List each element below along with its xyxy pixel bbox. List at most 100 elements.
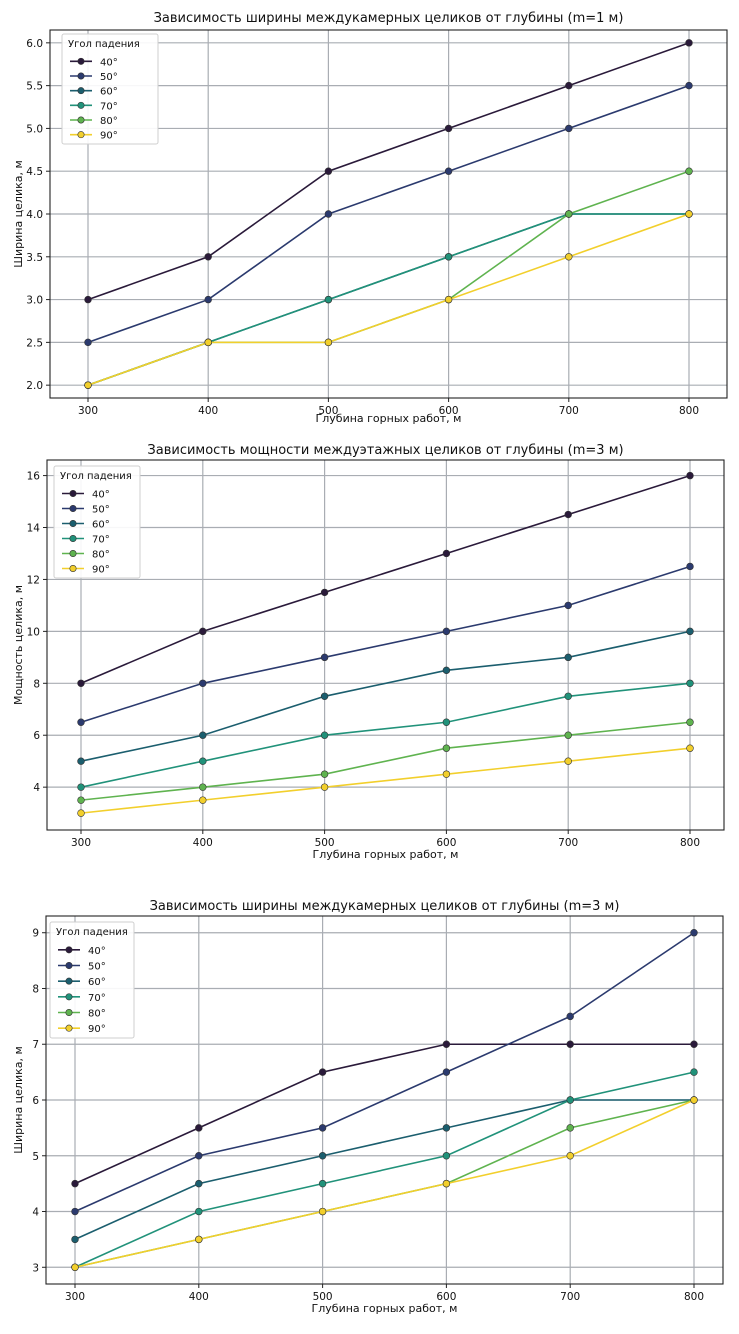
data-point-0 [690,1040,698,1048]
legend-title: Угол падения [56,927,128,938]
series-line-2 [80,630,691,762]
data-point-1 [444,167,453,175]
legend: Угол падения 40° 50° 60° 70° 80° 90° [61,33,159,145]
y-tick-label: 4 [33,782,40,794]
data-point-0 [442,1040,451,1048]
data-point-2 [71,1235,79,1244]
y-tick-label: 2.5 [26,337,43,349]
data-point-5 [318,1207,327,1216]
data-point-1 [204,295,212,304]
x-tick-label: 800 [684,1291,704,1303]
data-point-3 [566,1096,574,1104]
data-point-4 [566,1124,574,1132]
data-point-3 [195,1207,203,1216]
data-point-4 [564,731,572,739]
series-line-5 [80,747,691,814]
data-point-1 [685,81,693,90]
y-axis-label: Ширина целика, м [12,1046,25,1154]
x-tick-label: 700 [560,1291,580,1303]
chart-title: Зависимость ширины междукамерных целиков… [154,11,624,26]
data-point-5 [444,295,453,304]
legend-entry: 90° [88,1024,106,1035]
data-point-1 [199,679,207,687]
x-tick-label: 500 [318,405,338,417]
data-point-5 [320,783,329,791]
chart-title: Зависимость мощности междуэтажных целико… [147,443,623,458]
series-line-4 [74,1099,695,1269]
data-point-0 [685,39,693,47]
y-tick-label: 6.0 [26,38,43,50]
data-point-1 [324,210,333,218]
data-point-2 [195,1179,203,1188]
data-point-5 [566,1152,574,1160]
series-line-3 [80,682,691,788]
data-point-0 [564,510,572,519]
data-point-4 [320,770,329,778]
x-tick-label: 300 [71,837,91,849]
x-tick-label: 500 [313,1291,333,1303]
data-point-3 [320,731,329,739]
data-point-0 [77,679,85,687]
y-axis-label: Мощность целика, м [12,585,25,705]
data-point-2 [318,1152,327,1160]
data-point-0 [318,1068,327,1076]
legend-title: Угол падения [60,471,132,482]
legend-marker [77,72,85,80]
y-tick-label: 2.0 [26,380,43,392]
data-point-3 [442,1152,451,1160]
data-point-5 [324,338,333,347]
data-point-3 [444,253,453,261]
x-tick-label: 600 [439,405,459,417]
legend-marker [65,977,73,985]
data-point-1 [442,627,451,636]
data-point-5 [204,338,212,347]
y-tick-label: 6 [32,1095,39,1107]
data-point-4 [565,210,573,218]
data-point-5 [71,1263,79,1271]
data-point-1 [442,1068,451,1076]
legend-marker [65,946,73,954]
chart-title: Зависимость ширины междукамерных целиков… [150,899,620,914]
legend-marker [65,962,73,970]
y-tick-label: 7 [32,1039,39,1051]
legend-marker [69,550,77,558]
data-point-5 [686,744,694,752]
series-line-1 [80,565,691,724]
data-point-1 [320,653,329,662]
data-point-5 [84,381,92,389]
y-tick-label: 4 [32,1207,39,1219]
data-point-0 [204,253,212,261]
data-point-4 [442,744,451,752]
y-tick-label: 4.5 [26,166,43,178]
data-point-3 [318,1179,327,1188]
legend-marker [77,131,85,139]
chart-thickness-m3-svg: Зависимость мощности междуэтажных целико… [12,443,725,861]
x-tick-label: 300 [65,1291,85,1303]
data-point-1 [71,1207,79,1216]
chart-width-m3: Зависимость ширины междукамерных целиков… [0,888,739,1334]
data-point-2 [199,731,207,739]
data-point-4 [685,167,693,175]
series-line-3 [74,1071,695,1269]
data-point-3 [199,757,207,765]
data-point-2 [77,757,85,765]
data-point-2 [442,666,451,675]
legend-entry: 50° [100,72,118,83]
data-point-1 [564,601,572,610]
legend-entry: 40° [92,490,110,501]
data-point-0 [686,471,694,480]
y-tick-label: 3 [32,1262,39,1274]
data-point-4 [77,796,85,804]
x-tick-label: 600 [436,1291,456,1303]
y-tick-label: 5 [32,1151,39,1163]
legend-entry: 60° [92,520,110,531]
legend: Угол падения 40° 50° 60° 70° 80° 90° [49,921,135,1039]
legend-marker [69,535,77,543]
series-line-0 [80,474,691,685]
legend: Угол падения 40° 50° 60° 70° 80° 90° [53,465,141,579]
y-tick-label: 4.0 [26,209,43,221]
legend-entry: 50° [88,962,106,973]
x-tick-label: 600 [436,837,456,849]
y-tick-label: 12 [27,574,40,586]
y-tick-label: 3.5 [26,252,43,264]
